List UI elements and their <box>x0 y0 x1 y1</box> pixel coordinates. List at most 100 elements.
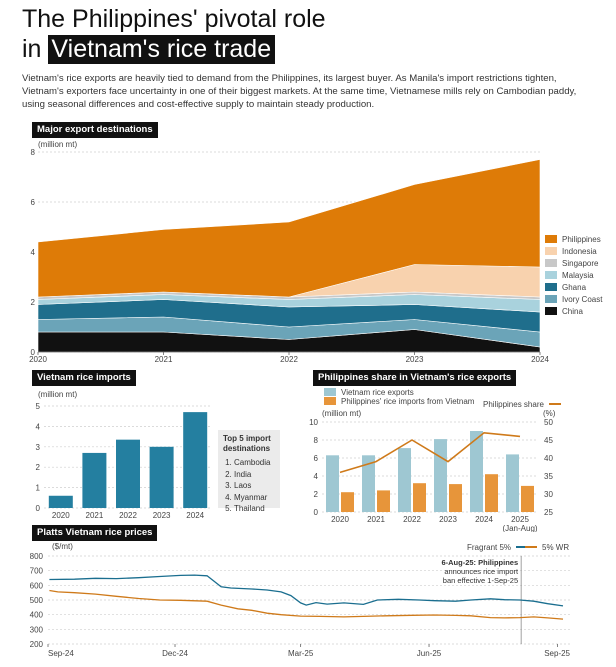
y-tick-label: 200 <box>30 640 44 649</box>
x-tick-label: 2022 <box>119 511 137 520</box>
legend-item-philippines: Philippines <box>545 233 602 245</box>
fragrant-line <box>49 574 564 607</box>
x-tick-label: 2023 <box>439 515 457 524</box>
legend-label: Malaysia <box>562 270 594 280</box>
y-tick-label: 1 <box>36 484 41 493</box>
top5-box: Top 5 import destinations Cambodia India… <box>218 430 280 513</box>
x-tick-label: Dec-24 <box>162 649 188 658</box>
legend-item-china: China <box>545 305 602 317</box>
bar-ph-imports <box>377 490 390 512</box>
y-right-tick-label: 50 <box>544 418 553 427</box>
x-tick-label: 2021 <box>155 355 173 364</box>
prices-legend-fragrant: Fragrant 5% <box>467 541 529 553</box>
annotation-text: 6-Aug-25: Philippines <box>441 558 518 567</box>
title-line1: The Philippines' pivotal role <box>22 5 326 33</box>
y-tick-label: 5 <box>36 402 41 411</box>
bar-exports <box>506 454 519 512</box>
x-tick-label: Sep-24 <box>48 649 74 658</box>
legend-swatch <box>324 397 336 405</box>
x-tick-label: 2024 <box>531 355 549 364</box>
x-tick-label: 2024 <box>186 511 204 520</box>
legend-label: Singapore <box>562 258 599 268</box>
y-tick-label: 2 <box>36 463 41 472</box>
y-tick-label: 700 <box>30 567 44 576</box>
bar <box>183 412 208 508</box>
y-tick-label: 300 <box>30 625 44 634</box>
x-tick-label: 2020 <box>29 355 47 364</box>
annotation-text: ban effective 1-Sep-25 <box>443 576 518 585</box>
top5-item: India <box>234 469 275 481</box>
bar <box>116 439 140 508</box>
share-unit-right: (%) <box>543 409 556 418</box>
bar-ph-imports <box>341 492 354 512</box>
y-tick-label: 10 <box>309 418 318 427</box>
y-tick-label: 4 <box>31 248 36 257</box>
top5-item: Thailand <box>234 503 275 515</box>
imports-title: Vietnam rice imports <box>32 370 136 386</box>
y-tick-label: 8 <box>31 148 36 157</box>
bar <box>149 446 174 508</box>
y-right-tick-label: 45 <box>544 436 553 445</box>
y-tick-label: 500 <box>30 596 44 605</box>
bar-ph-imports <box>449 484 462 512</box>
legend-label: Philippines' rice imports from Vietnam <box>341 396 475 406</box>
bar-ph-imports <box>521 485 534 512</box>
export-destinations-chart: 0 2 4 6 8 2020 2021 2022 2023 2024 <box>29 148 549 364</box>
y-tick-label: 0 <box>314 508 319 517</box>
legend-label: Ivory Coast <box>562 294 603 304</box>
x-tick-label: 2020 <box>331 515 349 524</box>
share-chart: 0 2 4 6 8 10 25 30 35 40 45 50 2020 2021 2022 2023 2024 2… <box>309 418 553 532</box>
y-tick-label: 6 <box>314 454 319 463</box>
y-tick-label: 600 <box>30 581 44 590</box>
annotation-text: announces rice import <box>444 567 519 576</box>
y-tick-label: 0 <box>31 348 36 357</box>
x-tick-label: 2020 <box>52 511 70 520</box>
x-tick-label: 2025 <box>511 515 529 524</box>
share-legend-line: Philippines share <box>483 398 561 410</box>
y-right-tick-label: 35 <box>544 472 553 481</box>
bar <box>48 495 73 508</box>
share-line <box>339 431 521 474</box>
y-tick-label: 400 <box>30 611 44 620</box>
share-title: Philippines share in Vietnam's rice expo… <box>313 370 517 386</box>
x-tick-label: Mar-25 <box>288 649 314 658</box>
wr5-line <box>49 589 564 620</box>
title-highlight: Vietnam's rice trade <box>48 35 276 64</box>
y-tick-label: 2 <box>31 298 36 307</box>
legend-label: Philippines share <box>483 399 544 409</box>
legend-label: Ghana <box>562 282 587 292</box>
legend-label: Vietnam rice exports <box>341 387 414 397</box>
legend-swatch <box>545 307 557 315</box>
legend-line-swatch <box>525 546 537 548</box>
bar-exports <box>470 431 483 512</box>
prices-legend-wr: 5% WR <box>525 541 569 553</box>
prices-title: Platts Vietnam rice prices <box>32 525 158 541</box>
y-tick-label: 2 <box>314 490 319 499</box>
bar-exports <box>434 439 447 512</box>
y-right-tick-label: 40 <box>544 454 553 463</box>
share-legend-ph: Philippines' rice imports from Vietnam <box>324 395 474 407</box>
y-tick-label: 8 <box>314 436 319 445</box>
top5-list: Cambodia India Laos Myanmar Thailand <box>223 457 275 515</box>
legend-label: 5% WR <box>542 542 570 552</box>
legend-label: Philippines <box>562 234 601 244</box>
x-tick-label: 2022 <box>280 355 298 364</box>
legend-label: Indonesia <box>562 246 597 256</box>
bar-exports <box>326 455 339 512</box>
y-tick-label: 0 <box>36 504 41 513</box>
share-unit-left: (million mt) <box>322 409 362 418</box>
imports-unit: (million mt) <box>38 390 78 399</box>
x-tick-label: 2023 <box>406 355 424 364</box>
legend-swatch <box>545 295 557 303</box>
legend-line-swatch <box>516 546 529 548</box>
legend-swatch <box>545 271 557 279</box>
x-tick-label: 2021 <box>367 515 385 524</box>
imports-chart: 0 1 2 3 4 5 2020 2021 2022 2023 2024 <box>36 402 212 520</box>
top5-item: Laos <box>234 480 275 492</box>
y-tick-label: 4 <box>314 472 319 481</box>
prices-unit: ($/mt) <box>52 542 73 551</box>
x-tick-label: Jun-25 <box>417 649 442 658</box>
y-tick-label: 3 <box>36 443 41 452</box>
legend-swatch <box>545 259 557 267</box>
share-legend: Vietnam rice exports Philippines' rice i… <box>324 386 474 407</box>
